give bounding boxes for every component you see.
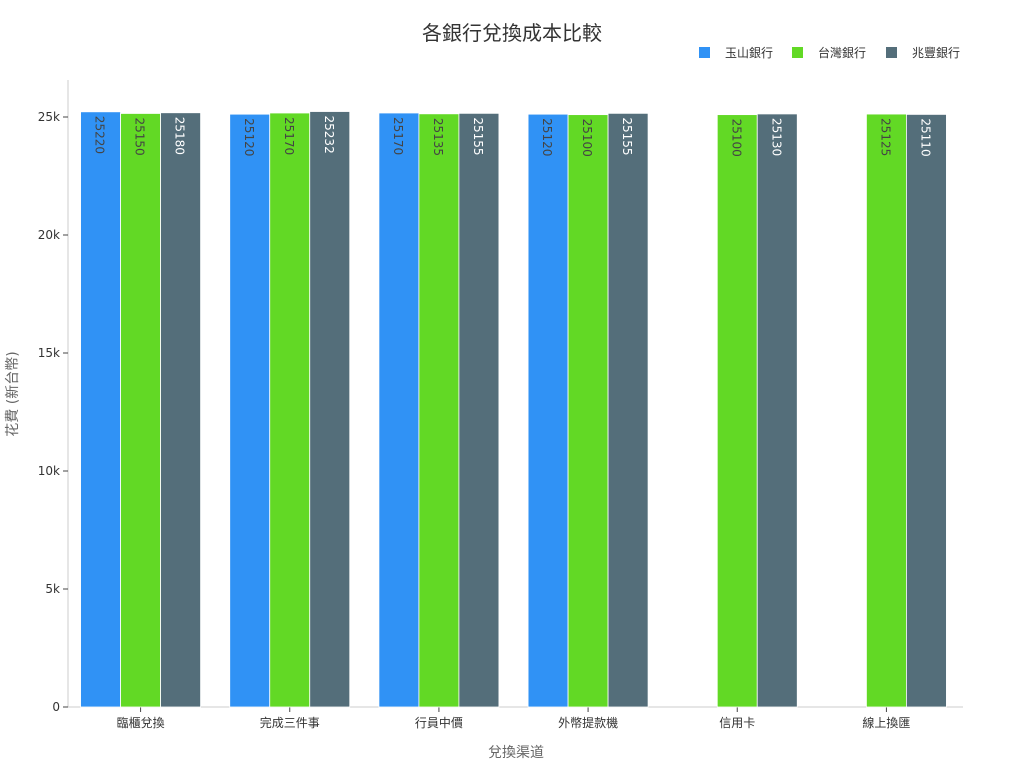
bar [418, 113, 460, 708]
bar [756, 113, 798, 708]
data-label: 25125 [878, 118, 892, 156]
bar [80, 111, 121, 708]
bar [607, 112, 649, 708]
bar [229, 113, 271, 708]
data-label: 25220 [93, 116, 107, 154]
plot-area: 0 5k 10k 15k 20k 25k 臨櫃兌換 25220 25150 25180 完成三件事 2… [38, 80, 963, 730]
bar [160, 112, 201, 708]
bar [458, 112, 500, 708]
bar [269, 112, 311, 708]
bar [527, 113, 569, 708]
y-axis-label: 花費 (新台幣) [5, 351, 21, 436]
legend: 玉山銀行 台灣銀行 兆豐銀行 [699, 45, 960, 60]
y-tick-label: 20k [38, 228, 60, 242]
legend-swatch [792, 47, 803, 58]
legend-swatch [699, 47, 710, 58]
data-label: 25130 [769, 118, 783, 156]
y-tick-label: 10k [38, 464, 60, 478]
data-label: 25155 [471, 117, 485, 155]
data-label: 25120 [242, 118, 256, 156]
bar [378, 112, 420, 708]
data-label: 25120 [540, 118, 554, 156]
legend-label: 台灣銀行 [818, 45, 866, 60]
data-label: 25100 [729, 119, 743, 157]
x-tick-label: 外幣提款機 [558, 715, 618, 730]
legend-label: 兆豐銀行 [912, 46, 960, 60]
y-tick-label: 5k [45, 582, 60, 596]
bar [309, 111, 351, 708]
bar [120, 113, 161, 708]
y-tick-label: 15k [38, 346, 60, 360]
data-label: 25170 [391, 117, 405, 155]
x-tick-label: 完成三件事 [260, 715, 320, 730]
data-label: 25180 [173, 117, 187, 155]
bar [866, 113, 907, 708]
x-axis-label: 兌換渠道 [488, 745, 544, 761]
x-tick-label: 行員中價 [415, 715, 463, 730]
data-label: 25100 [580, 119, 594, 157]
data-label: 25110 [918, 118, 932, 156]
legend-label: 玉山銀行 [725, 46, 773, 60]
data-label: 25232 [322, 116, 336, 154]
data-label: 25170 [282, 117, 296, 155]
y-tick-label: 0 [52, 700, 60, 714]
data-label: 25155 [620, 117, 634, 155]
chart-title: 各銀行兌換成本比較 [422, 21, 602, 45]
x-tick-label: 臨櫃兌換 [117, 716, 165, 730]
data-label: 25135 [431, 118, 445, 156]
data-label: 25150 [133, 117, 147, 155]
y-tick-label: 25k [38, 110, 60, 124]
x-tick-label: 信用卡 [719, 716, 755, 730]
bar [567, 114, 609, 708]
x-tick-label: 線上換匯 [862, 715, 910, 730]
legend-swatch [886, 47, 897, 58]
bar [716, 114, 758, 708]
bar [906, 114, 947, 708]
